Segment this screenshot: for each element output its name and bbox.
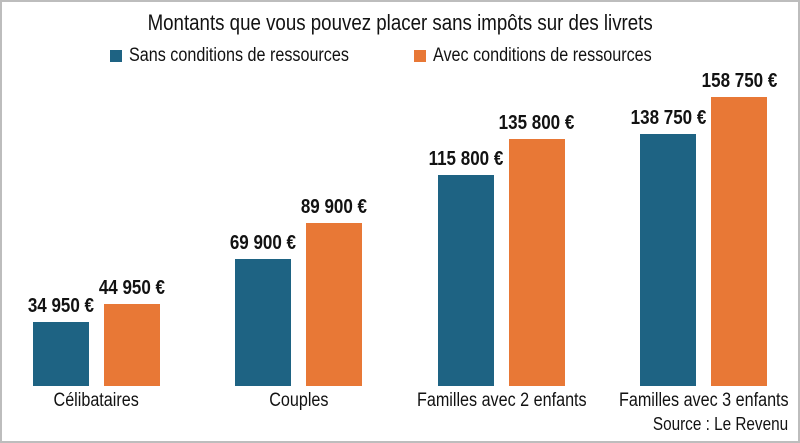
category-label-text: Familles avec 3 enfants [619,390,789,411]
category-label: Célibataires [46,390,146,412]
chart-title-text: Montants que vous pouvez placer sans imp… [147,10,653,35]
bar-cell: 135 800 € [499,113,575,386]
plot-area: 34 950 €44 950 € Célibataires 69 900 €89 9… [27,71,789,412]
value-label: 135 800 € [492,113,581,133]
bar-avec-conditions [306,223,363,386]
value-label: 89 900 € [295,197,373,217]
bar-avec-conditions [103,304,160,386]
category-label-text: Familles avec 2 enfants [416,390,587,411]
value-label-text: 34 950 € [27,295,94,317]
legend: Sans conditions de ressources Avec condi… [2,45,798,67]
category-label: Familles avec 2 enfants [402,390,602,412]
value-label: 115 800 € [422,149,510,169]
bar-pair: 115 800 € 135 800 € [428,113,575,386]
bar-cell: 34 950 € [27,296,94,386]
bar-group-2: 69 900 €89 900 € Couples [230,197,367,412]
legend-swatch-orange [413,50,426,63]
legend-swatch-blue [109,50,122,63]
value-label-text: 158 750 € [701,70,778,92]
category-label-text: Couples [269,390,329,411]
bar-group-1: 34 950 €44 950 € Célibataires [27,278,165,412]
legend-item-sans-conditions: Sans conditions de ressources [109,45,388,67]
bar-sans-conditions [437,175,494,386]
value-label-text: 89 900 € [301,196,368,218]
value-label: 44 950 € [93,278,171,298]
value-label-text: 115 800 € [428,148,504,170]
legend-label-avec-conditions: Avec conditions de ressources [432,45,652,67]
source-credit-text: Source : Le Revenu [652,414,788,434]
bar-cell: 44 950 € [98,278,165,386]
bar-pair: 138 750 € 158 750 € [631,71,777,386]
bar-cell: 89 900 € [301,197,367,386]
value-label: 69 900 € [224,233,302,253]
value-label-text: 69 900 € [230,232,297,254]
source-credit: Source : Le Revenu [629,414,788,435]
category-label: Familles avec 3 enfants [604,390,798,412]
bar-group-3: 115 800 € 135 800 € Familles avec 2 enfant… [416,113,586,412]
bar-cell: 69 900 € [230,233,296,386]
bar-pair: 69 900 €89 900 € [230,197,367,386]
value-label: 34 950 € [22,296,100,316]
bar-avec-conditions [508,139,565,386]
bar-pair: 34 950 €44 950 € [27,278,165,386]
bar-avec-conditions [711,97,768,386]
legend-label-sans-conditions: Sans conditions de ressources [128,45,349,67]
category-label: Couples [264,390,334,412]
value-label: 138 750 € [624,108,713,128]
bar-group-4: 138 750 € 158 750 € Familles avec 3 enfant… [619,71,789,412]
chart-title: Montants que vous pouvez placer sans imp… [2,10,798,35]
value-label: 158 750 € [695,71,784,91]
value-label-text: 44 950 € [98,277,165,299]
bar-sans-conditions [235,259,292,386]
bar-sans-conditions [640,134,697,386]
bar-cell: 158 750 € [702,71,777,386]
legend-item-avec-conditions: Avec conditions de ressources [413,45,690,67]
bar-cell: 138 750 € [631,108,706,386]
category-label-text: Célibataires [53,390,139,411]
bar-sans-conditions [32,322,89,386]
bar-cell: 115 800 € [428,149,503,386]
value-label-text: 138 750 € [630,107,707,129]
value-label-text: 135 800 € [499,112,575,134]
